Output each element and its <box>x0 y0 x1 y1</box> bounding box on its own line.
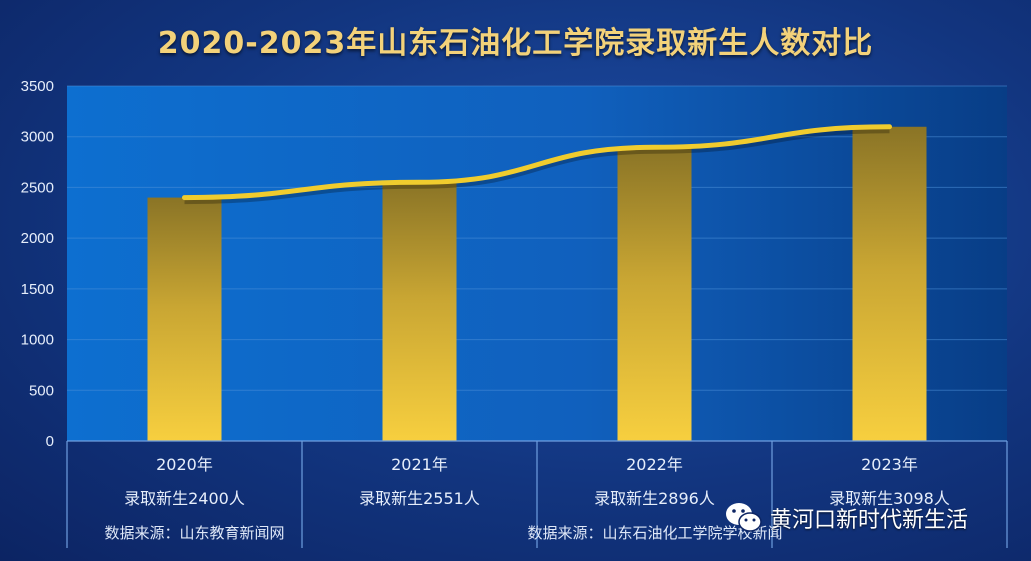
y-tick-label: 1500 <box>21 281 54 298</box>
source-right: 数据来源：山东石油化工学院学校新闻 <box>527 524 782 542</box>
x-category-label: 2022年 <box>626 455 683 474</box>
bar <box>147 197 222 441</box>
source-left: 数据来源：山东教育新闻网 <box>104 524 284 542</box>
x-category-label: 2021年 <box>391 455 448 474</box>
y-tick-label: 2500 <box>21 179 54 196</box>
watermark-text: 黄河口新时代新生活 <box>770 508 969 533</box>
trend-line-shadow <box>184 126 890 205</box>
value-label: 录取新生3098人 <box>829 489 950 508</box>
trend-line <box>182 124 892 205</box>
y-tick-label: 1000 <box>21 332 54 349</box>
bars <box>147 126 927 441</box>
y-tick-label: 3000 <box>21 129 54 146</box>
y-axis: 0 500 1000 1500 2000 2500 3000 3500 <box>21 78 54 450</box>
bar <box>382 182 457 441</box>
y-tick-label: 2000 <box>21 230 54 247</box>
plot-area <box>67 86 1007 441</box>
y-tick-label: 0 <box>46 433 54 450</box>
value-label: 录取新生2896人 <box>594 489 715 508</box>
x-category-label: 2023年 <box>861 455 918 474</box>
grid-lines <box>67 85 1007 442</box>
bar <box>617 147 692 441</box>
value-label: 录取新生2400人 <box>124 489 245 508</box>
watermark: 黄河口新时代新生活 <box>724 498 968 538</box>
x-category-label: 2020年 <box>156 455 213 474</box>
wechat-icon <box>726 503 762 532</box>
y-tick-label: 500 <box>29 382 54 399</box>
y-tick-label: 3500 <box>21 78 54 95</box>
bar <box>852 126 927 441</box>
chart-title: 2020-2023年山东石油化工学院录取新生人数对比 <box>157 26 874 61</box>
trend-line-path <box>182 124 892 201</box>
value-label: 录取新生2551人 <box>359 489 480 508</box>
